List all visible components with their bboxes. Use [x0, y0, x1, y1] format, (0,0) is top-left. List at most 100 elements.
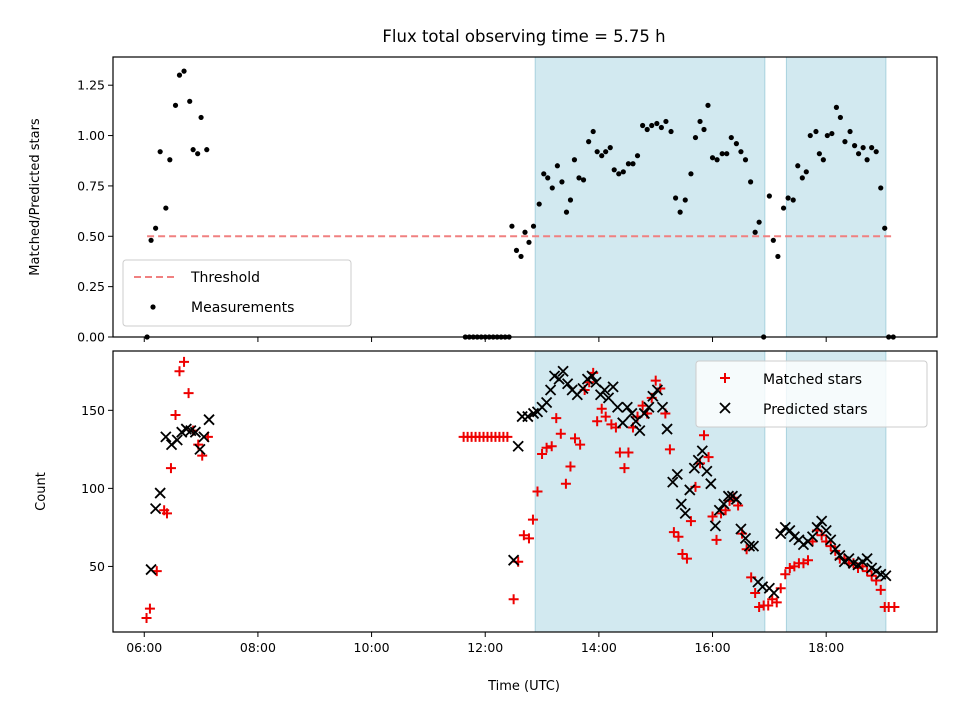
predicted-star-point: [861, 552, 873, 565]
measurement-point: [833, 104, 840, 110]
predicted-star-point: [617, 417, 629, 429]
predicted-star-point: [688, 462, 700, 474]
measurement-point: [663, 118, 669, 125]
matched-star-point: [763, 600, 774, 611]
measurement-point: [824, 132, 830, 139]
measurement-point: [654, 120, 660, 127]
matched-star-point: [179, 356, 190, 367]
matched-star-point: [637, 400, 648, 411]
matched-star-point: [803, 555, 814, 566]
measurement-point: [567, 197, 574, 203]
measurement-point: [807, 132, 813, 139]
matched-star-point: [825, 541, 836, 552]
matched-star-point: [673, 531, 684, 542]
measurement-point: [594, 149, 600, 155]
predicted-star-point: [735, 523, 747, 535]
matched-star-point: [527, 514, 538, 525]
predicted-star-point: [667, 476, 679, 488]
matched-star-point: [183, 388, 194, 399]
predicted-star-point: [507, 554, 520, 566]
predicted-star-point: [692, 454, 704, 466]
measurement-point: [714, 157, 720, 163]
legend-box: [122, 259, 352, 327]
predicted-star-point: [829, 543, 841, 555]
matched-star-point: [750, 587, 761, 598]
measurement-point: [522, 229, 528, 235]
measurement-point: [869, 145, 875, 151]
measurement-point: [167, 157, 173, 163]
measurement-point: [738, 149, 744, 155]
ratio-panel: 0.00 0.25 0.50 0.75 1.00 1.25 Matched/Predicte…: [28, 56, 938, 345]
y-tick-label: 100: [81, 481, 105, 496]
matched-star-point: [784, 562, 795, 573]
predicted-star-point: [626, 407, 638, 420]
observing-window: [785, 56, 887, 338]
measurement-point: [882, 225, 888, 231]
legend-predicted-swatch: [719, 402, 731, 414]
measurement-point: [509, 223, 515, 229]
measurement-point: [847, 128, 853, 135]
matched-star-point: [541, 442, 552, 453]
y-tick-label: 0.50: [77, 229, 105, 244]
predicted-star-point: [675, 498, 687, 510]
predicted-star-point: [145, 563, 157, 576]
predicted-star-point: [602, 392, 615, 404]
matched-star-point: [619, 463, 630, 474]
x-tick-label: 12:00: [467, 640, 503, 655]
x-tick-label: 10:00: [354, 640, 390, 655]
measurement-point: [775, 253, 781, 260]
matched-star-point: [537, 449, 548, 460]
predicted-star-point: [160, 431, 172, 443]
predicted-star-point: [701, 465, 713, 477]
measurement-point: [682, 197, 688, 203]
x-tick-label: 18:00: [808, 640, 844, 655]
measurement-point: [855, 151, 862, 157]
chart-title: Flux total observing time = 5.75 h: [382, 27, 665, 46]
matched-star-point: [685, 516, 696, 527]
y-tick-label: 1.00: [77, 128, 105, 143]
y-tick-label: 150: [81, 403, 105, 418]
matched-star-point: [551, 413, 562, 424]
matched-star-point: [174, 366, 185, 377]
predicted-star-point: [553, 373, 565, 385]
measurement-point: [640, 122, 646, 129]
measurement-point: [187, 98, 193, 104]
measurement-point: [518, 253, 524, 260]
count-panel: 50 100 150 06:00 08:00 10:00 12:00 14:00 16:00 18…: [34, 350, 938, 655]
measurement-point: [571, 157, 578, 163]
measurement-point: [864, 157, 870, 163]
measurement-point: [785, 195, 791, 201]
matched-star-point: [523, 533, 534, 544]
observing-window: [534, 56, 766, 338]
measurement-point: [705, 102, 711, 108]
predicted-star-point: [586, 370, 598, 382]
measurement-point: [748, 179, 754, 185]
predicted-star-point: [522, 410, 534, 423]
measurement-point: [795, 163, 801, 169]
x-axis-label: Time (UTC): [487, 679, 560, 694]
measurement-point: [580, 177, 587, 183]
predicted-star-point: [598, 384, 611, 396]
matched-star-point: [570, 433, 581, 444]
predicted-star-point: [540, 396, 553, 409]
measurement-point: [526, 239, 532, 245]
predicted-star-point: [611, 401, 624, 413]
matched-star-point: [575, 439, 586, 450]
matched-star-point: [775, 583, 786, 594]
matched-star-point: [555, 428, 566, 439]
matched-star-point: [711, 534, 722, 545]
matched-star-point: [518, 530, 529, 541]
measurement-point: [157, 149, 163, 155]
predicted-star-point: [198, 431, 210, 443]
matched-star-point: [875, 584, 886, 595]
measurement-point: [816, 151, 822, 157]
predicted-star-point: [784, 524, 796, 537]
x-tick-label: 08:00: [240, 640, 276, 655]
measurement-point: [616, 171, 622, 177]
predicted-star-point: [516, 410, 528, 423]
measurement-point: [536, 201, 542, 207]
measurement-point: [672, 195, 679, 201]
measurement-point: [644, 126, 650, 133]
y-tick-label: 0.00: [77, 330, 105, 345]
